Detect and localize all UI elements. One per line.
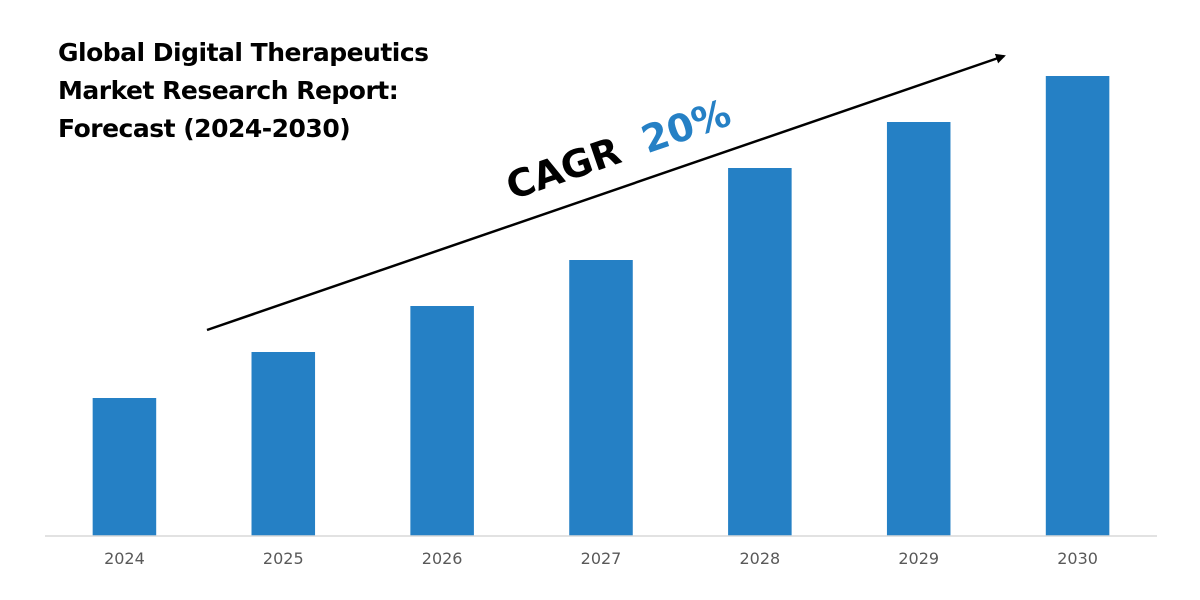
bar-2030: [1045, 76, 1110, 536]
trend-arrow: [206, 53, 1006, 332]
cagr-label: CAGR: [501, 129, 627, 209]
chart-title-line-1: Global Digital Therapeutics: [58, 38, 429, 67]
chart-title-line-2: Market Research Report:: [58, 76, 399, 105]
bars: [92, 76, 1110, 536]
bar-2028: [728, 168, 792, 536]
x-tick-label-2029: 2029: [898, 549, 939, 568]
bar-2027: [569, 260, 633, 536]
bar-2026: [410, 306, 474, 536]
x-tick-label-2028: 2028: [740, 549, 781, 568]
cagr-value: 20%: [636, 91, 736, 162]
x-tick-label-2027: 2027: [581, 549, 622, 568]
x-tick-label-2026: 2026: [422, 549, 463, 568]
bar-2029: [886, 122, 951, 536]
x-tick-label-2024: 2024: [104, 549, 145, 568]
bar-2025: [251, 352, 316, 536]
x-tick-labels: 2024 2025 2026 2027 2028 2029 2030: [104, 549, 1098, 568]
cagr-annotation: CAGR 20%: [501, 91, 737, 209]
bar-2024: [92, 398, 157, 536]
x-tick-label-2030: 2030: [1057, 549, 1098, 568]
x-tick-label-2025: 2025: [263, 549, 304, 568]
chart-title: Global Digital Therapeutics Market Resea…: [58, 34, 478, 148]
chart-title-line-3: Forecast (2024-2030): [58, 114, 351, 143]
